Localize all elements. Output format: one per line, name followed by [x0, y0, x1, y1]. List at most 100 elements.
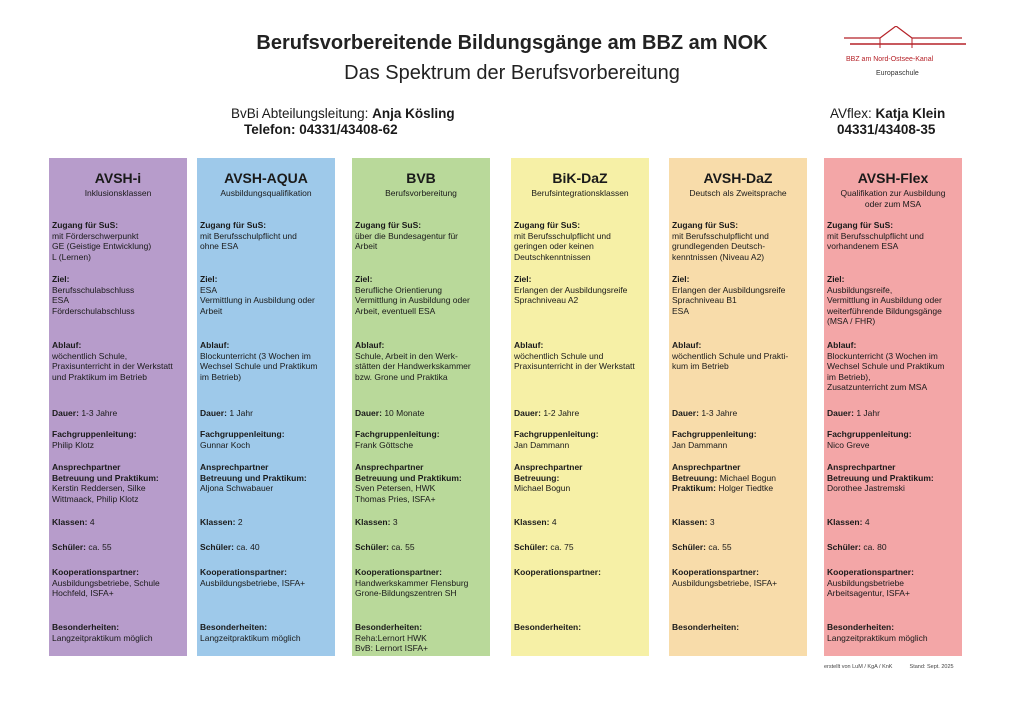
section-label: Ablauf: [355, 340, 385, 350]
section-value: 1-3 Jahre [81, 408, 118, 418]
section-value: Erlangen der Ausbildungsreife Sprachnive… [672, 284, 786, 316]
section-ansprechpartner: Ansprechpartner Betreuung und Praktikum: S… [355, 462, 487, 504]
footer: erstellt von LuM / KgA / KnK Stand: Sept… [824, 664, 954, 670]
contact-role-label: Betreuung: [514, 472, 560, 483]
section-value: Blockunterricht (3 Wochen im Wechsel Sch… [827, 350, 945, 393]
contact-role-value: Kerstin Reddersen, Silke Wittmaack, Phil… [52, 483, 146, 504]
section-label: Kooperationspartner: [672, 567, 759, 577]
section-dauer: Dauer: 1-2 Jahre [514, 408, 646, 419]
section-label: Fachgruppenleitung: [514, 429, 599, 439]
column-header: AVSH-Flex Qualifikation zur Ausbildung od… [827, 170, 959, 209]
section-besonder: Besonderheiten: [672, 622, 804, 633]
section-label: Ziel: [672, 274, 690, 284]
program-title: AVSH-DaZ [703, 170, 773, 186]
contact-role-label: Praktikum: [672, 483, 716, 493]
avflex-phone: 04331/43408-35 [837, 122, 936, 137]
section-value: wöchentlich Schule und Praxisunterricht … [514, 350, 635, 372]
section-ablauf: Ablauf: wöchentlich Schule und Prakti- ku… [672, 340, 804, 372]
section-value: mit Berufsschulpflicht und grundlegenden… [672, 230, 769, 262]
section-label: Zugang für SuS: [827, 220, 894, 230]
section-value: Frank Göttsche [355, 439, 414, 450]
section-label: Klassen: [200, 517, 236, 527]
section-zugang: Zugang für SuS: mit Berufsschulpflicht un… [514, 220, 646, 262]
section-kooperation: Kooperationspartner: Handwerkskammer Flen… [355, 567, 487, 599]
section-label: Ansprechpartner [514, 462, 583, 472]
contact-role-value: Aljona Schwabauer [200, 483, 274, 493]
program-column: AVSH-i Inklusionsklassen Zugang für SuS: mi… [49, 158, 187, 656]
document-title: Berufsvorbereitende Bildungsgänge am BBZ… [256, 32, 768, 54]
contact-role-value: Holger Tiedtke [718, 483, 774, 493]
section-value: ca. 55 [391, 542, 415, 552]
contact-role-label: Betreuung und Praktikum: [827, 472, 934, 483]
section-label: Ablauf: [672, 340, 702, 350]
section-label: Kooperationspartner: [827, 567, 914, 577]
section-dauer: Dauer: 1 Jahr [827, 408, 959, 419]
column-header: BVB Berufsvorbereitung [355, 170, 487, 199]
column-header: AVSH-i Inklusionsklassen [52, 170, 184, 199]
section-value: Blockunterricht (3 Wochen im Wechsel Sch… [200, 350, 318, 382]
section-label: Ansprechpartner [355, 462, 424, 472]
section-ansprechpartner: Ansprechpartner Betreuung und Praktikum: A… [200, 462, 332, 494]
department-head-name: Anja Kösling [372, 106, 455, 121]
section-label: Klassen: [52, 517, 88, 527]
section-fachgruppe: Fachgruppenleitung: Gunnar Koch [200, 429, 332, 450]
section-label: Kooperationspartner: [514, 567, 601, 577]
section-label: Klassen: [514, 517, 550, 527]
program-title: AVSH-Flex [857, 170, 929, 186]
section-value: Ausbildungsbetriebe, ISFA+ [200, 577, 306, 588]
section-label: Ziel: [514, 274, 532, 284]
section-label: Fachgruppenleitung: [200, 429, 285, 439]
section-value: ca. 55 [88, 542, 112, 552]
program-subtitle: Deutsch als Zweitsprache [689, 188, 787, 198]
section-label: Fachgruppenleitung: [355, 429, 440, 439]
section-label: Besonderheiten: [672, 622, 740, 632]
section-label: Kooperationspartner: [355, 567, 442, 577]
program-title: AVSH-AQUA [224, 170, 308, 186]
section-label: Kooperationspartner: [52, 567, 139, 577]
section-schueler: Schüler: ca. 55 [672, 542, 804, 553]
contact-role-label: Betreuung und Praktikum: [200, 472, 307, 483]
section-besonder: Besonderheiten: Langzeitpraktikum möglich [200, 622, 332, 643]
section-label: Fachgruppenleitung: [827, 429, 912, 439]
section-schueler: Schüler: ca. 40 [200, 542, 332, 553]
section-label: Dauer: [52, 408, 79, 418]
department-phone: Telefon: 04331/43408-62 [244, 122, 398, 137]
section-ablauf: Ablauf: Blockunterricht (3 Wochen im Wech… [200, 340, 332, 382]
section-zugang: Zugang für SuS: über die Bundesagentur fü… [355, 220, 487, 252]
contact-role-label: Betreuung und Praktikum: [52, 472, 159, 483]
section-label: Zugang für SuS: [200, 220, 267, 230]
section-ansprechpartner: Ansprechpartner Betreuung: Michael Bogun P… [672, 462, 804, 494]
logo-subtitle: Europaschule [876, 70, 919, 77]
section-value: Gunnar Koch [200, 439, 251, 450]
section-label: Schüler: [200, 542, 235, 552]
section-klassen: Klassen: 2 [200, 517, 332, 528]
section-label: Ansprechpartner [827, 462, 896, 472]
section-label: Besonderheiten: [514, 622, 582, 632]
section-value: 3 [392, 517, 398, 527]
section-label: Schüler: [355, 542, 390, 552]
program-title: BVB [406, 170, 436, 186]
footer-date: Stand: Sept. 2025 [909, 664, 954, 670]
section-label: Ansprechpartner [52, 462, 121, 472]
section-value: ca. 80 [863, 542, 887, 552]
section-klassen: Klassen: 4 [827, 517, 959, 528]
section-label: Ziel: [355, 274, 373, 284]
logo-text: BBZ am Nord-Ostsee-Kanal [846, 56, 934, 63]
program-subtitle: Inklusionsklassen [84, 188, 152, 198]
section-label: Ziel: [52, 274, 70, 284]
section-ablauf: Ablauf: wöchentlich Schule und Praxisunte… [514, 340, 646, 372]
section-dauer: Dauer: 1-3 Jahre [52, 408, 184, 419]
section-fachgruppe: Fachgruppenleitung: Frank Göttsche [355, 429, 487, 450]
section-value: ca. 75 [550, 542, 574, 552]
section-label: Zugang für SuS: [514, 220, 581, 230]
section-value: Langzeitpraktikum möglich [52, 632, 153, 643]
section-value: Jan Dammann [672, 439, 728, 450]
section-klassen: Klassen: 4 [514, 517, 646, 528]
contact-role-value: Michael Bogun [514, 483, 571, 493]
section-label: Besonderheiten: [827, 622, 895, 632]
section-value: über die Bundesagentur für Arbeit [355, 230, 459, 252]
section-label: Ablauf: [827, 340, 857, 350]
section-schueler: Schüler: ca. 80 [827, 542, 959, 553]
section-ansprechpartner: Ansprechpartner Betreuung: Michael Bogun [514, 462, 646, 494]
section-kooperation: Kooperationspartner: Ausbildungsbetriebe … [827, 567, 959, 599]
